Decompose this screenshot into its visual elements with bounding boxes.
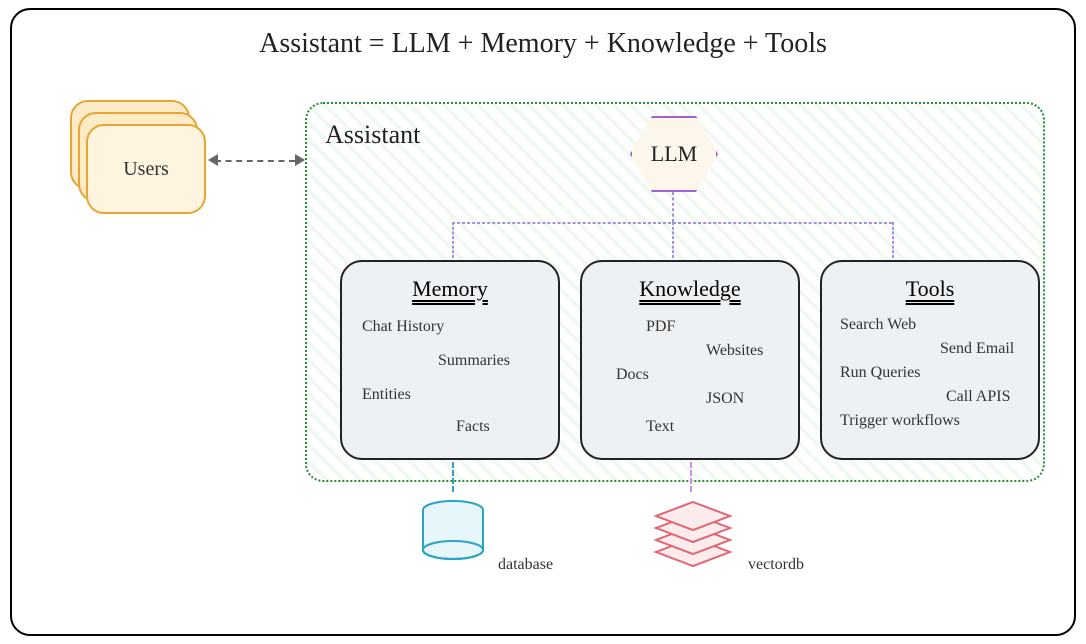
tools-heading: Tools xyxy=(836,276,1024,302)
tools-box: Tools Search Web Send Email Run Queries … xyxy=(820,260,1040,460)
llm-label: LLM xyxy=(651,141,697,167)
tools-item: Send Email xyxy=(940,340,1014,358)
llm-connector-stem xyxy=(672,192,674,222)
memory-items: Chat History Summaries Entities Facts xyxy=(356,314,544,454)
knowledge-vectordb-connector xyxy=(690,462,692,492)
tools-item: Call APIS xyxy=(946,388,1010,406)
knowledge-item: JSON xyxy=(706,390,744,408)
vectordb-icon xyxy=(648,496,738,572)
tools-item: Search Web xyxy=(840,316,916,334)
memory-box: Memory Chat History Summaries Entities F… xyxy=(340,260,560,460)
vectordb-label: vectordb xyxy=(748,556,804,574)
users-card-front: Users xyxy=(86,124,206,214)
memory-item: Chat History xyxy=(362,318,444,336)
users-label: Users xyxy=(123,158,169,181)
users-assistant-arrow xyxy=(215,160,295,162)
tools-item: Run Queries xyxy=(840,364,920,382)
tools-items: Search Web Send Email Run Queries Call A… xyxy=(836,314,1024,454)
knowledge-item: Websites xyxy=(706,342,763,360)
tools-item: Trigger workflows xyxy=(840,412,960,430)
knowledge-items: PDF Websites Docs JSON Text xyxy=(596,314,784,454)
memory-db-connector xyxy=(452,462,454,492)
memory-item: Summaries xyxy=(438,352,510,370)
knowledge-box: Knowledge PDF Websites Docs JSON Text xyxy=(580,260,800,460)
knowledge-heading: Knowledge xyxy=(596,276,784,302)
memory-item: Entities xyxy=(362,386,411,404)
assistant-label: Assistant xyxy=(325,120,420,150)
memory-heading: Memory xyxy=(356,276,544,302)
database-label: database xyxy=(498,556,553,574)
knowledge-item: Docs xyxy=(616,366,649,384)
arrowhead-right-icon xyxy=(295,154,305,166)
knowledge-item: Text xyxy=(646,418,674,436)
diagram-title: Assistant = LLM + Memory + Knowledge + T… xyxy=(0,28,1086,60)
knowledge-item: PDF xyxy=(646,318,675,336)
database-icon xyxy=(418,500,488,568)
llm-connector-to-knowledge xyxy=(672,222,674,258)
llm-connector-to-tools xyxy=(892,222,894,258)
memory-item: Facts xyxy=(456,418,490,436)
users-node: Users xyxy=(70,100,210,230)
llm-connector-to-memory xyxy=(452,222,454,258)
